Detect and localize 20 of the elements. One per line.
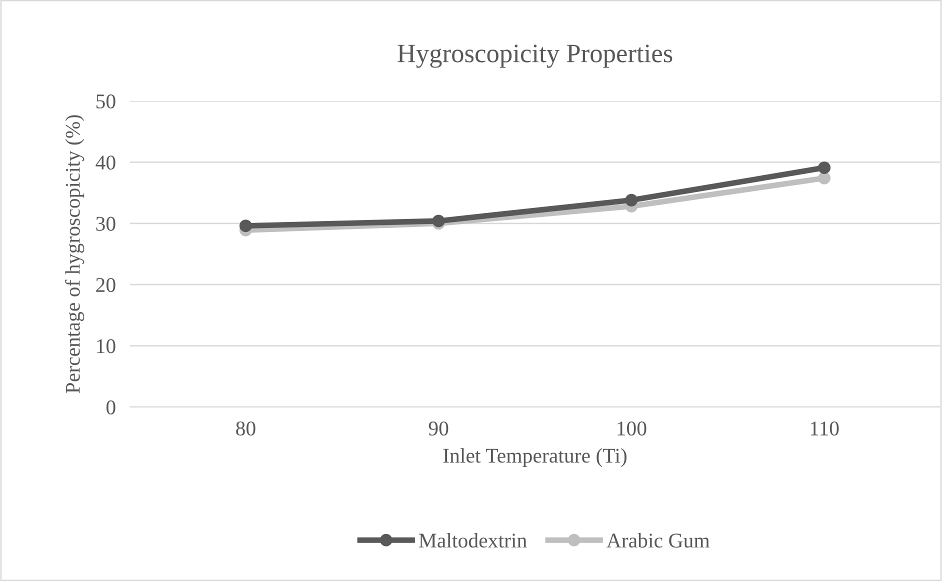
point bbox=[432, 214, 445, 228]
legend-label: Arabic Gum bbox=[606, 532, 710, 548]
point bbox=[818, 172, 831, 184]
x-tick-label: 110 bbox=[810, 421, 839, 436]
y-tick-label: 30 bbox=[96, 216, 116, 231]
x-tick-label: 100 bbox=[618, 421, 646, 436]
x-tick-label: 80 bbox=[236, 421, 256, 436]
point bbox=[818, 161, 831, 174]
legend-label: Maltodextrin bbox=[419, 532, 527, 548]
y-tick-label: 20 bbox=[96, 278, 116, 292]
point bbox=[625, 194, 638, 206]
y-axis-title: Percentage of hygroscopicity (%) bbox=[65, 115, 84, 394]
x-tick-label: 90 bbox=[428, 421, 448, 436]
chart-title: Hygroscopicity Properties bbox=[398, 44, 672, 68]
y-tick-label: 50 bbox=[96, 94, 116, 108]
y-tick-label: 10 bbox=[97, 339, 116, 354]
y-tick-label: 40 bbox=[96, 156, 116, 170]
x-axis-title: Inlet Temperature (Ti) bbox=[443, 448, 627, 468]
y-tick-label: 0 bbox=[106, 400, 116, 414]
point bbox=[239, 220, 252, 232]
